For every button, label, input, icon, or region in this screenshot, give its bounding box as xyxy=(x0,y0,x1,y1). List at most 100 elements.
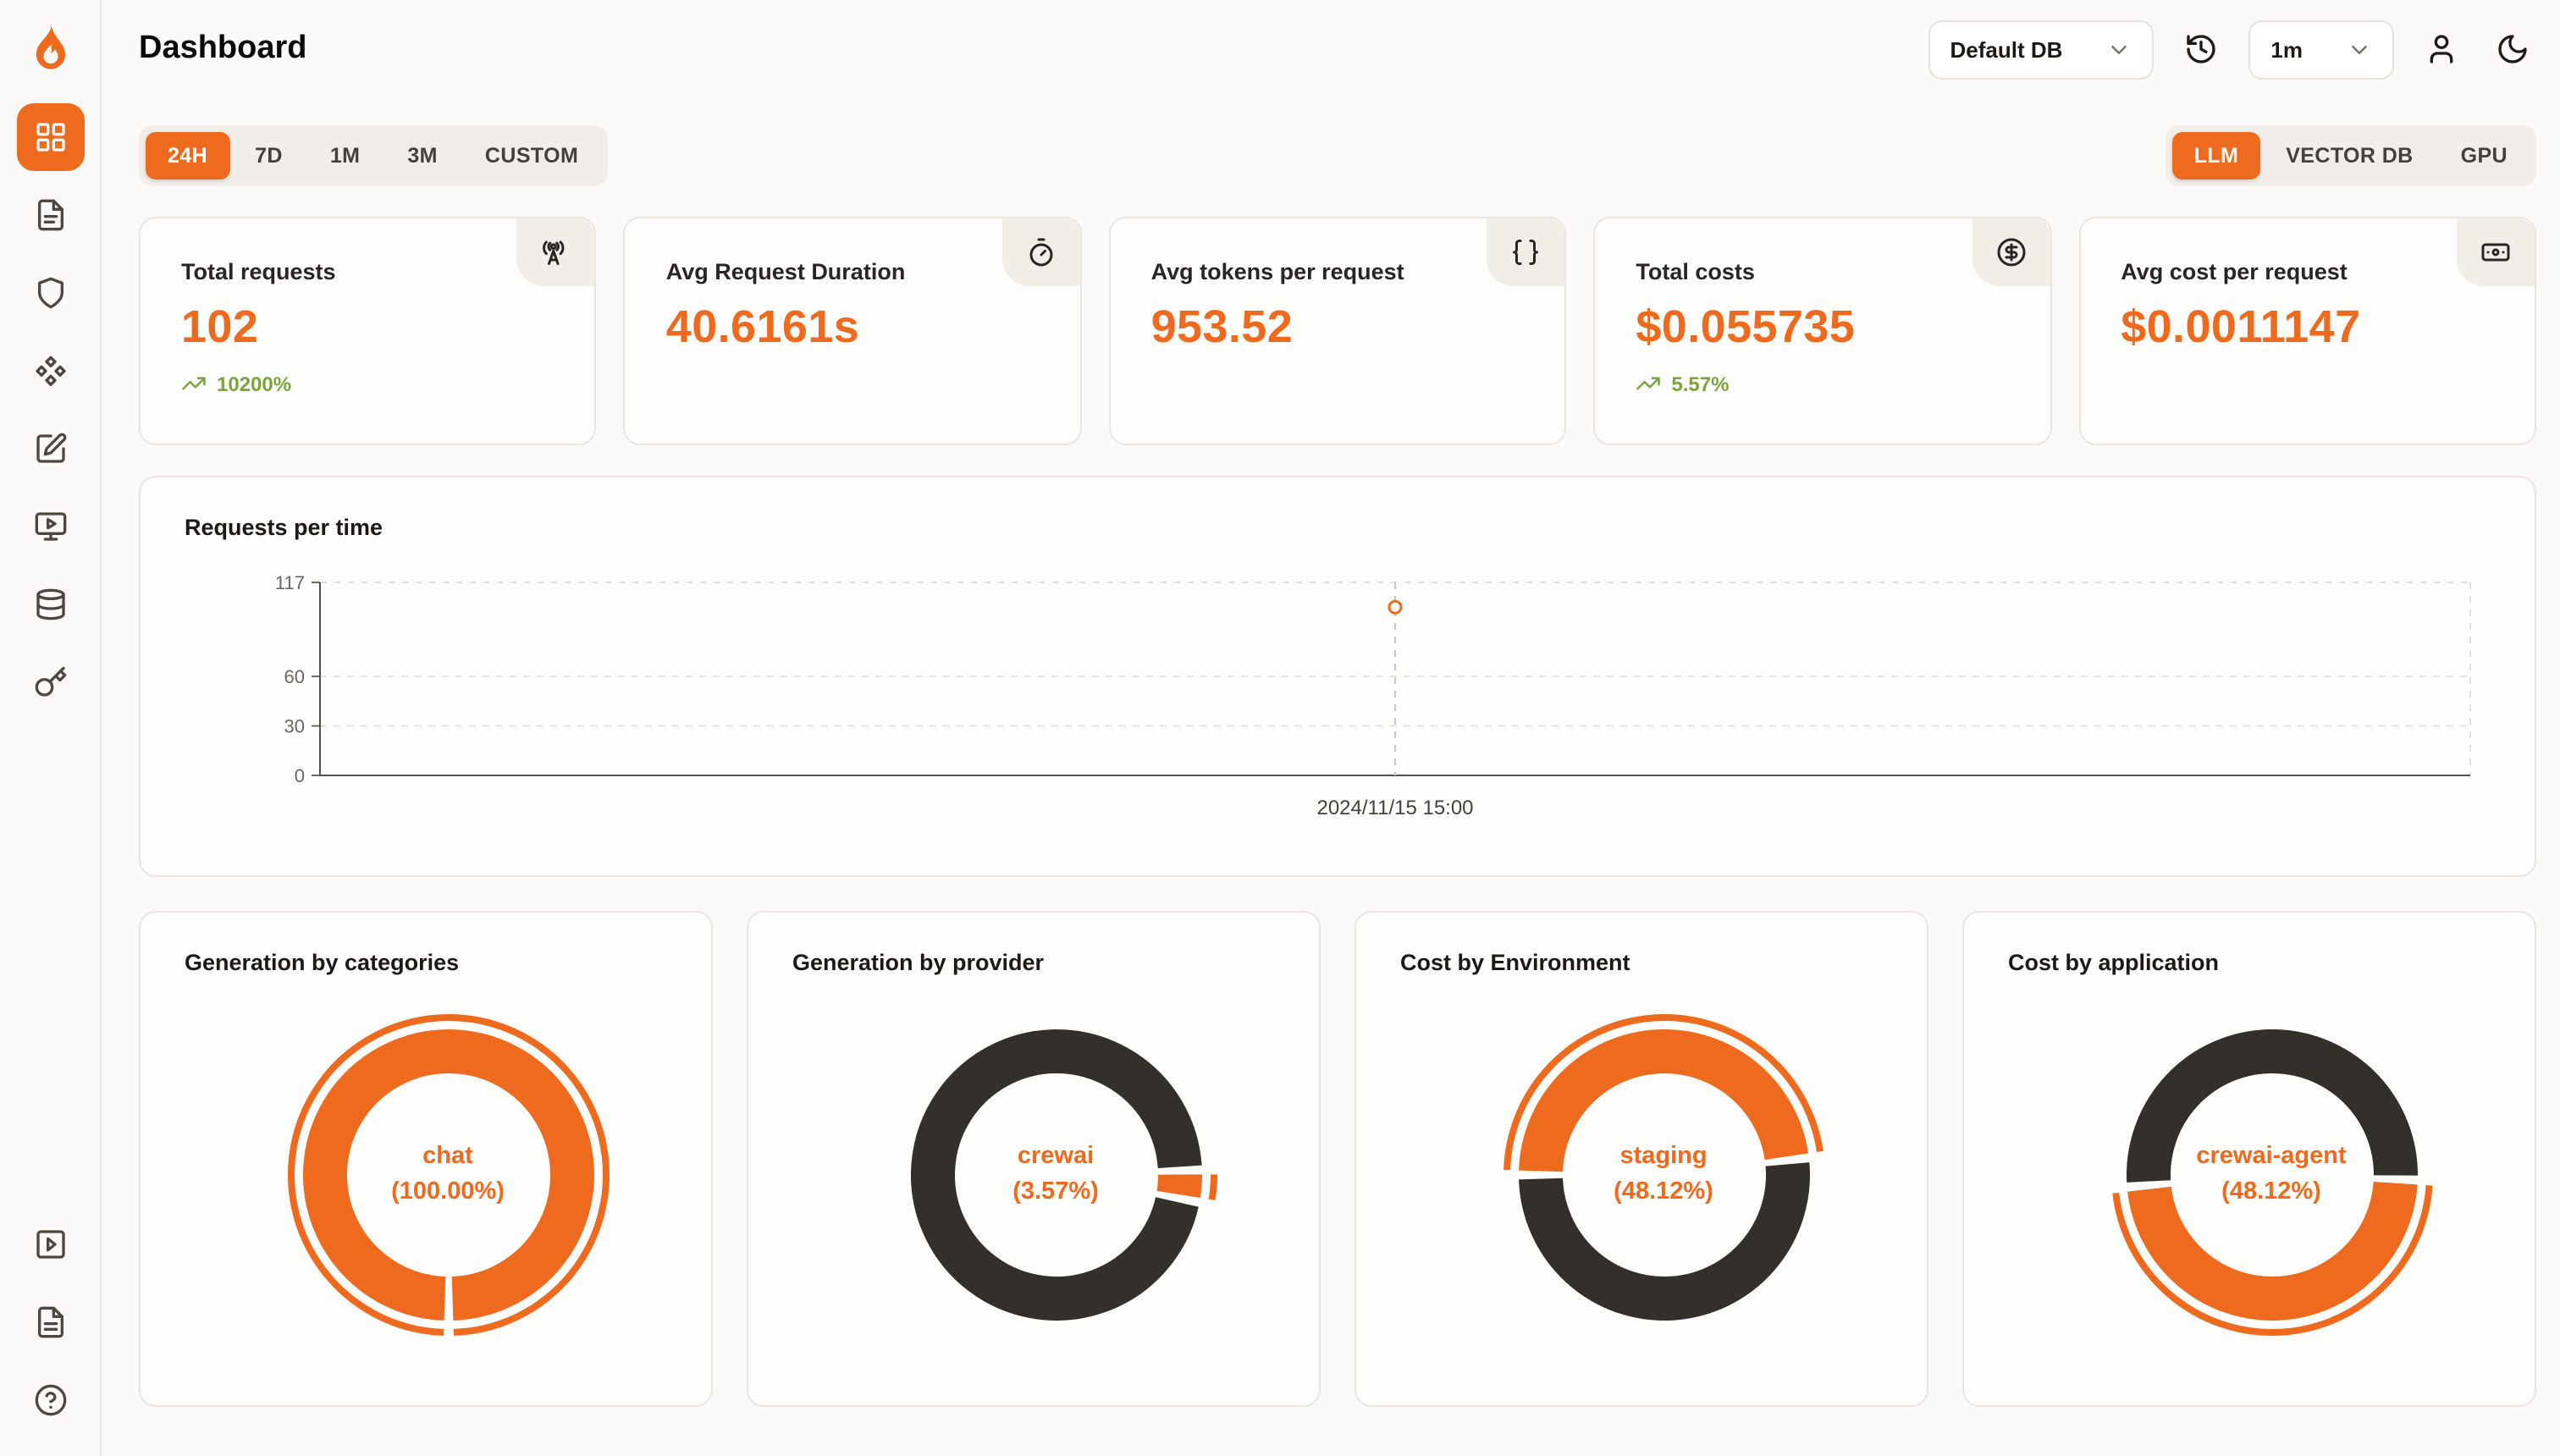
stat-value: 102 xyxy=(181,301,259,352)
requests-line-chart[interactable]: 0 30 60 117 2024/11/15 15:00 xyxy=(141,565,2535,870)
svg-text:117: 117 xyxy=(275,572,305,593)
stat-title: Total costs xyxy=(1636,259,1755,284)
blocks-icon xyxy=(35,356,65,386)
trending-up-icon xyxy=(182,377,206,390)
sidebar-item-documentation[interactable] xyxy=(16,1288,84,1356)
stat-value: $0.0011147 xyxy=(2121,301,2361,352)
sidebar-item-integrations[interactable] xyxy=(16,337,84,405)
chevron-down-icon xyxy=(2352,45,2367,53)
user-icon xyxy=(2430,35,2453,63)
stat-delta: 10200% xyxy=(181,371,595,396)
file-lines-icon xyxy=(37,199,63,231)
database-select[interactable]: Default DB xyxy=(1928,19,2154,79)
stat-value: 40.6161s xyxy=(665,301,860,352)
app-logo flame-icon xyxy=(25,22,75,76)
help-circle-icon xyxy=(34,1384,66,1416)
tab-llm[interactable]: LLM xyxy=(2171,132,2261,179)
donut-chart[interactable]: chat (100.00%) xyxy=(279,1006,617,1344)
generation-by-categories-card: Generation by categories chat (100.00%) xyxy=(139,911,713,1407)
donut-chart[interactable]: crewai-agent (48.12%) xyxy=(2102,1006,2441,1344)
sidebar-nav xyxy=(16,103,84,716)
donut-chart-svg[interactable] xyxy=(279,1006,617,1344)
monitor-play-icon xyxy=(34,512,66,541)
donut-cards-row: Generation by categories chat (100.00%) … xyxy=(139,911,2536,1407)
tab-custom[interactable]: CUSTOM xyxy=(463,132,600,179)
chart-title: Cost by Environment xyxy=(1400,950,1630,975)
trending-up-icon xyxy=(1636,377,1661,390)
chart-title: Generation by provider xyxy=(792,950,1045,975)
interval-select[interactable]: 1m xyxy=(2248,19,2394,79)
stat-card-avg-cost: Avg cost per request $0.0011147 xyxy=(2078,217,2536,445)
donut-chart[interactable]: crewai (3.57%) xyxy=(886,1006,1225,1344)
source-tabs: LLM VECTOR DB GPU xyxy=(2165,125,2536,186)
stat-title: Avg cost per request xyxy=(2121,259,2348,284)
sidebar-item-databases[interactable] xyxy=(16,571,84,638)
svg-text:30: 30 xyxy=(284,716,305,737)
file-text-icon xyxy=(37,1306,63,1338)
page-title: Dashboard xyxy=(139,30,307,66)
requests-per-time-card: Requests per time 0 30 60 117 2024/11/15 15:… xyxy=(139,476,2536,877)
square-play-icon xyxy=(36,1230,64,1259)
timer-icon xyxy=(1029,238,1053,267)
chevron-down-icon xyxy=(2111,45,2127,53)
main-content: 24H 7D 1M 3M CUSTOM LLM VECTOR DB GPU To… xyxy=(102,125,2560,1407)
refresh-history-button[interactable] xyxy=(2177,25,2225,73)
svg-text:2024/11/15 15:00: 2024/11/15 15:00 xyxy=(1316,797,1473,819)
sidebar-item-exceptions[interactable] xyxy=(16,259,84,327)
circle-dollar-icon xyxy=(1996,238,2025,267)
sidebar-item-getting-started[interactable] xyxy=(16,1211,84,1278)
stat-card-total-costs: Total costs $0.055735 5.57% xyxy=(1593,217,2052,445)
database-select-value: Default DB xyxy=(1950,36,2063,62)
sidebar-item-evaluations[interactable] xyxy=(16,415,84,483)
donut-chart-svg[interactable] xyxy=(886,1006,1225,1344)
stat-card-avg-tokens: Avg tokens per request 953.52 xyxy=(1108,217,1567,445)
top-bar-controls: Default DB 1m xyxy=(1928,19,2537,79)
donut-chart[interactable]: staging (48.12%) xyxy=(1494,1006,1833,1344)
interval-select-value: 1m xyxy=(2270,36,2303,62)
filters-row: 24H 7D 1M 3M CUSTOM LLM VECTOR DB GPU xyxy=(139,125,2536,186)
braces-icon xyxy=(1513,240,1539,265)
chart-title: Requests per time xyxy=(185,515,383,540)
moon-icon xyxy=(2498,35,2527,63)
history-icon xyxy=(2187,35,2216,63)
tab-gpu[interactable]: GPU xyxy=(2439,132,2530,179)
key-icon xyxy=(34,666,66,697)
sidebar-item-dashboard[interactable] xyxy=(16,103,84,171)
tab-24h[interactable]: 24H xyxy=(146,132,230,179)
sidebar xyxy=(0,0,102,1456)
tab-vector-db[interactable]: VECTOR DB xyxy=(2264,132,2435,179)
shield-icon xyxy=(37,277,63,309)
stat-value: 953.52 xyxy=(1150,301,1294,352)
stat-value: $0.055735 xyxy=(1636,301,1856,352)
sidebar-item-support[interactable] xyxy=(16,1366,84,1434)
top-bar: Dashboard Default DB 1m xyxy=(102,0,2560,98)
stat-title: Avg tokens per request xyxy=(1150,259,1404,284)
stat-delta: 5.57% xyxy=(1636,371,2050,396)
tab-7d[interactable]: 7D xyxy=(233,132,305,179)
banknote-icon xyxy=(2481,243,2510,262)
profile-button[interactable] xyxy=(2418,25,2465,73)
svg-text:60: 60 xyxy=(284,666,305,687)
tab-3m[interactable]: 3M xyxy=(385,132,460,179)
stat-card-avg-duration: Avg Request Duration 40.6161s xyxy=(623,217,1082,445)
sidebar-item-requests[interactable] xyxy=(16,181,84,249)
sidebar-item-playground[interactable] xyxy=(16,493,84,560)
sidebar-footer-nav xyxy=(16,1211,84,1434)
sidebar-item-api-keys[interactable] xyxy=(16,648,84,716)
stat-title: Avg Request Duration xyxy=(665,259,906,284)
cost-by-application-card: Cost by application crewai-agent (48.12%… xyxy=(1962,911,2536,1407)
donut-chart-svg[interactable] xyxy=(2102,1006,2441,1344)
theme-toggle-button[interactable] xyxy=(2489,25,2536,73)
stat-cards-row: Total requests 102 10200% Avg Request Du… xyxy=(139,217,2536,445)
chart-title: Cost by application xyxy=(2008,950,2220,975)
radio-tower-icon xyxy=(543,240,566,265)
stat-card-total-requests: Total requests 102 10200% xyxy=(139,217,597,445)
donut-chart-svg[interactable] xyxy=(1494,1006,1833,1344)
svg-text:0: 0 xyxy=(295,765,305,786)
tab-1m[interactable]: 1M xyxy=(308,132,383,179)
time-range-tabs: 24H 7D 1M 3M CUSTOM xyxy=(139,125,608,186)
generation-by-provider-card: Generation by provider crewai (3.57%) xyxy=(747,911,1321,1407)
square-pen-icon xyxy=(36,433,66,463)
stat-title: Total requests xyxy=(181,259,336,284)
